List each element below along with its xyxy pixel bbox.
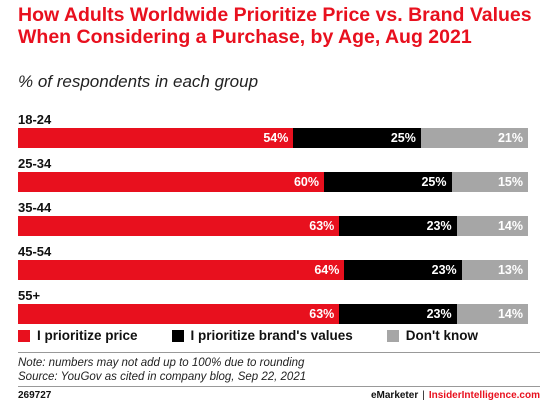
chart-subtitle: % of respondents in each group (18, 72, 259, 91)
legend-label: I prioritize price (37, 328, 138, 343)
legend-item: Don't know (386, 328, 478, 343)
bar-segment: 60% (18, 172, 324, 192)
bar-segment: 64% (18, 260, 345, 280)
bar-segment: 21% (420, 128, 528, 148)
bar-segment: 25% (293, 128, 421, 148)
notes: Note: numbers may not add up to 100% due… (18, 356, 306, 384)
bar-segment: 23% (344, 260, 462, 280)
stacked-bar: 64% 23% 13% (18, 260, 528, 280)
category-label: 35-44 (18, 200, 52, 215)
bar-group: 18-24 54% 25% 21% (18, 112, 528, 156)
category-label: 45-54 (18, 244, 52, 259)
divider (18, 386, 540, 387)
category-label: 25-34 (18, 156, 52, 171)
category-label: 55+ (18, 288, 41, 303)
divider (18, 352, 540, 353)
stacked-bar: 63% 23% 14% (18, 304, 528, 324)
bar-segment: 15% (451, 172, 528, 192)
legend-swatch (171, 329, 184, 342)
legend-label: I prioritize brand's values (190, 328, 353, 343)
bar-segment: 63% (18, 304, 340, 324)
category-label: 18-24 (18, 112, 52, 127)
brand-emarketer: eMarketer (370, 390, 419, 401)
brand-insiderintelligence: InsiderIntelligence.com (428, 390, 540, 401)
brand-credit: eMarketer | InsiderIntelligence.com (371, 390, 540, 401)
bar-group: 35-44 63% 23% 14% (18, 200, 528, 244)
legend-item: I prioritize price (18, 328, 138, 343)
source-text: Source: YouGov as cited in company blog,… (18, 371, 307, 383)
bar-segment: 14% (456, 216, 528, 236)
bar-segment: 13% (461, 260, 528, 280)
chart-id: 269727 (18, 390, 52, 401)
bar-segment: 23% (339, 304, 457, 324)
bar-segment: 54% (18, 128, 294, 148)
bar-group: 55+ 63% 23% 14% (18, 288, 528, 332)
legend-swatch (386, 329, 399, 342)
bar-segment: 14% (456, 304, 528, 324)
stacked-bar: 54% 25% 21% (18, 128, 528, 148)
bar-segment: 25% (324, 172, 452, 192)
bar-group: 25-34 60% 25% 15% (18, 156, 528, 200)
bar-chart: 18-24 54% 25% 21% 25-34 60% 25% 15% 35-44 63% 23% 1… (18, 112, 528, 332)
chart-title: How Adults Worldwide Prioritize Price vs… (18, 4, 532, 48)
brand-separator: | (422, 390, 425, 401)
stacked-bar: 63% 23% 14% (18, 216, 528, 236)
bar-segment: 63% (18, 216, 340, 236)
note-text: Note: numbers may not add up to 100% due… (18, 357, 305, 369)
legend-swatch (18, 329, 30, 342)
legend-label: Don't know (405, 328, 478, 343)
legend-item: I prioritize brand's values (171, 328, 353, 343)
bar-segment: 23% (339, 216, 457, 236)
stacked-bar: 60% 25% 15% (18, 172, 528, 192)
legend: I prioritize price I prioritize brand's v… (18, 328, 538, 343)
bar-group: 45-54 64% 23% 13% (18, 244, 528, 288)
